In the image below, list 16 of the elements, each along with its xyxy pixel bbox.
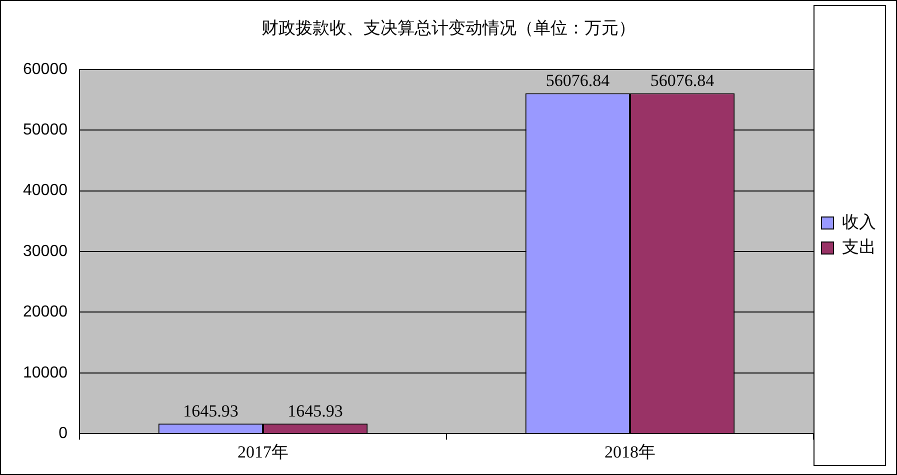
data-label: 1645.93 — [183, 402, 238, 421]
chart-title: 财政拨款收、支决算总计变动情况（单位：万元） — [262, 18, 636, 38]
legend-label: 支出 — [842, 238, 876, 257]
data-label: 56076.84 — [546, 71, 610, 90]
data-label: 1645.93 — [288, 402, 343, 421]
y-tick-label: 20000 — [22, 304, 68, 321]
y-tick-label: 0 — [58, 425, 68, 442]
data-label: 56076.84 — [650, 71, 715, 90]
y-tick-label: 10000 — [22, 364, 68, 382]
x-tick-label: 2018年 — [604, 442, 656, 462]
x-tick-label: 2017年 — [237, 442, 288, 462]
legend-label: 收入 — [842, 212, 876, 232]
y-tick-label: 60000 — [22, 60, 68, 78]
y-tick-label: 40000 — [22, 182, 68, 200]
y-tick-label: 30000 — [22, 242, 68, 260]
y-tick-label: 50000 — [22, 122, 68, 139]
